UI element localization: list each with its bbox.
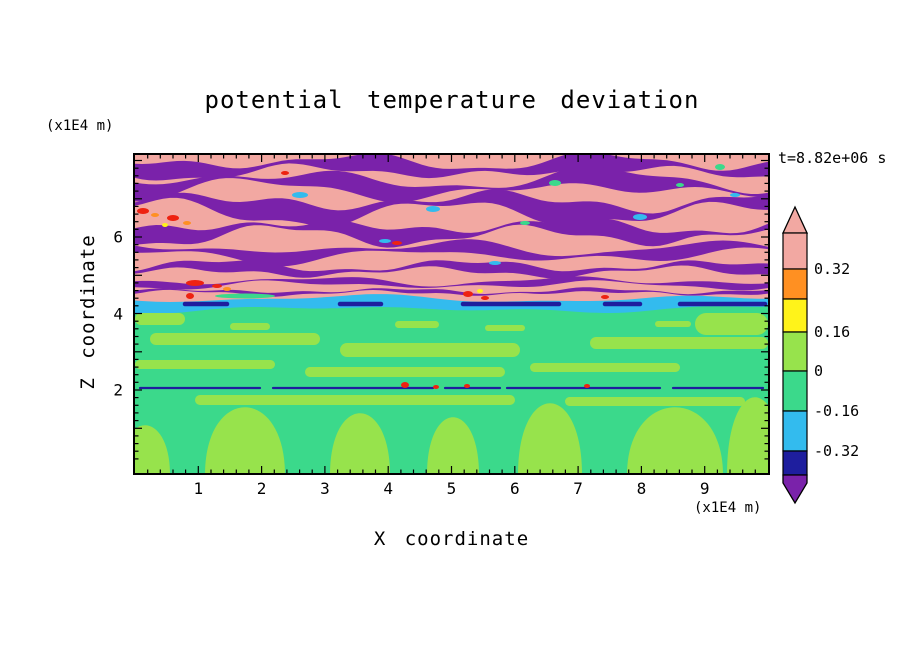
- time-annotation: t=8.82e+06 s: [778, 149, 887, 167]
- x-axis-unit-label: (x1E4 m): [694, 500, 762, 516]
- plume-layer: [135, 313, 768, 473]
- colorbar-arrow-top: [781, 205, 809, 234]
- axis-ticks: [135, 155, 768, 473]
- x-axis-title: X coordinate: [373, 528, 530, 550]
- colorbar-tick-label: 0.32: [814, 260, 851, 278]
- z2-line: [138, 382, 765, 390]
- x-tick-label: 5: [446, 479, 457, 498]
- wave-accent-spots: [137, 164, 740, 305]
- x-tick-label: 3: [320, 479, 330, 498]
- y-tick-label: 6: [113, 227, 123, 247]
- colorbar-band: [782, 370, 808, 412]
- colorbar-band: [782, 298, 808, 333]
- x-tick-label: 1: [193, 479, 204, 498]
- chart-title: potential temperature deviation: [204, 86, 700, 114]
- colorbar: [781, 205, 809, 505]
- plot-area: [133, 153, 770, 475]
- colorbar-tick-label: 0.16: [814, 323, 851, 341]
- colorbar-band: [782, 450, 808, 476]
- transition-layer: [135, 294, 768, 314]
- colorbar-tick-label: -0.32: [814, 442, 860, 460]
- colorbar-tick-label: 0: [814, 362, 824, 380]
- contour-field: [135, 155, 768, 473]
- y-axis-title: Z coordinate: [77, 234, 99, 390]
- colorbar-band: [782, 268, 808, 300]
- x-tick-label: 4: [383, 479, 394, 498]
- x-tick-label: 8: [636, 479, 647, 498]
- x-tick-label: 2: [256, 479, 267, 498]
- x-tick-label: 6: [509, 479, 520, 498]
- colorbar-band: [782, 331, 808, 372]
- y-tick-label: 4: [113, 304, 123, 323]
- y-axis-unit-label: (x1E4 m): [46, 118, 114, 134]
- colorbar-tick-label: -0.16: [814, 402, 860, 420]
- colorbar-band: [782, 410, 808, 452]
- y-tick-label: 2: [113, 380, 123, 400]
- x-tick-label: 9: [699, 479, 710, 498]
- wave-bands: [135, 155, 768, 297]
- x-tick-label: 7: [573, 479, 583, 498]
- colorbar-band: [782, 232, 808, 270]
- colorbar-arrow-bottom: [782, 474, 808, 505]
